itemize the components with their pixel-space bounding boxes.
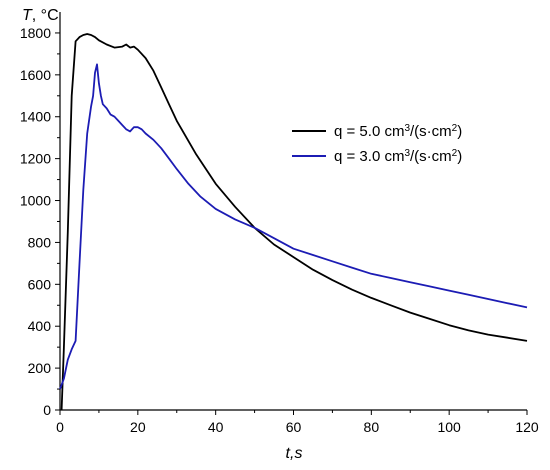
legend-label-1-post: )	[457, 123, 462, 140]
legend-label-2-post: )	[457, 148, 462, 165]
y-ticks: 0 200 400 600 800 1000 1200 1400 1600 1800	[20, 25, 60, 418]
x-tick-label: 20	[130, 419, 146, 435]
x-tick-label: 40	[208, 419, 224, 435]
x-ticks: 0 20 40 60 80 100 120	[56, 410, 539, 435]
x-axis-title-var: t	[286, 445, 291, 462]
y-axis-title-unit: °C	[41, 7, 59, 24]
y-tick-label: 0	[43, 402, 51, 418]
axes	[59, 12, 527, 411]
legend-entry-2: q = 3.0 cm3/(s·cm2)	[292, 148, 462, 166]
y-tick-label: 1800	[20, 25, 51, 41]
y-axis-title-var: T	[22, 7, 33, 24]
legend-label-2-mid: /(s·cm	[410, 148, 452, 165]
y-tick-label: 1200	[20, 151, 51, 167]
legend-entry-1: q = 5.0 cm3/(s·cm2)	[292, 123, 462, 141]
y-tick-label: 600	[28, 276, 52, 292]
legend-label-2-sup1: 3	[404, 148, 410, 159]
x-tick-label: 60	[286, 419, 302, 435]
y-axis-title-sep: ,	[32, 7, 41, 24]
legend-label-1-pre: q = 5.0 cm	[334, 123, 404, 140]
legend-label-2-pre: q = 3.0 cm	[334, 148, 404, 165]
y-tick-label: 200	[28, 360, 52, 376]
x-axis-title-unit: s	[294, 445, 302, 462]
legend-label-2: q = 3.0 cm3/(s·cm2)	[334, 148, 462, 166]
x-tick-label: 80	[364, 419, 380, 435]
y-tick-label: 400	[28, 318, 52, 334]
legend: q = 5.0 cm3/(s·cm2) q = 3.0 cm3/(s·cm2)	[292, 123, 462, 166]
x-tick-label: 0	[56, 419, 64, 435]
x-tick-label: 100	[437, 419, 461, 435]
series-line-2	[59, 63, 528, 390]
series-line-1	[60, 33, 528, 411]
y-axis-title: T, °C	[22, 7, 59, 24]
legend-label-1-sup1: 3	[404, 123, 410, 134]
x-tick-label: 120	[515, 419, 539, 435]
legend-label-1: q = 5.0 cm3/(s·cm2)	[334, 123, 462, 141]
y-tick-label: 1000	[20, 193, 51, 209]
legend-label-1-sup2: 2	[452, 123, 458, 134]
legend-label-2-sup2: 2	[452, 148, 458, 159]
y-tick-label: 800	[28, 234, 52, 250]
x-axis-title-sep: ,	[290, 445, 294, 462]
legend-label-1-mid: /(s·cm	[410, 123, 452, 140]
y-tick-label: 1400	[20, 109, 51, 125]
x-axis-title: t,s	[286, 445, 303, 462]
y-tick-label: 1600	[20, 67, 51, 83]
series-layer	[59, 33, 528, 411]
